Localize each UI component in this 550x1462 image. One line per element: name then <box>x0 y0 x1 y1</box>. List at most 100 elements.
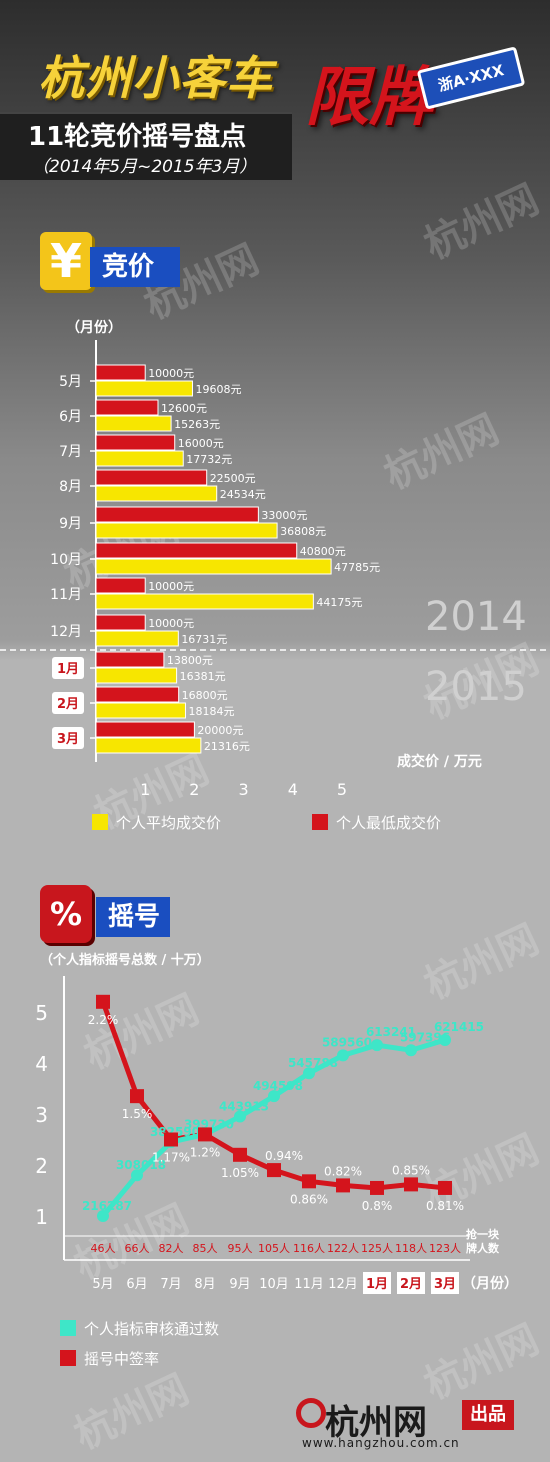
date-range: （2014年5月~2015年3月） <box>32 157 257 177</box>
approved-count-point <box>371 1039 383 1052</box>
lottery-rate-label: 0.8% <box>362 1199 393 1213</box>
min-price-bar <box>95 614 146 631</box>
category-label: 9月 <box>59 516 82 532</box>
min-price-label: 10000元 <box>148 580 194 593</box>
plates-per-car-value: 82人 <box>159 1242 184 1255</box>
min-price-label: 33000元 <box>261 509 307 522</box>
plates-per-car-value: 95人 <box>228 1242 253 1255</box>
legend-label-rate: 摇号中签率 <box>84 1350 159 1368</box>
hangzhou-logo-icon <box>296 1398 326 1428</box>
y-axis-title: （月份） <box>66 319 122 336</box>
y-axis-title: （个人指标摇号总数 / 十万） <box>40 952 210 968</box>
min-price-label: 16800元 <box>182 689 228 702</box>
category-label: 2月 <box>400 1277 422 1292</box>
plates-per-car-value: 116人 <box>293 1242 325 1255</box>
avg-price-label: 15263元 <box>174 418 220 431</box>
min-price-bar <box>95 469 208 486</box>
category-highlight-box <box>52 657 84 679</box>
category-highlight-box <box>431 1272 459 1294</box>
lottery-rate-label: 0.86% <box>290 1192 328 1206</box>
category-label: 5月 <box>92 1277 113 1292</box>
y-tick-label: 1 <box>35 1205 48 1229</box>
subtitle: 11轮竞价摇号盘点 <box>28 122 247 152</box>
title-limit: 限牌 <box>305 61 433 135</box>
legend-swatch-approved <box>60 1320 76 1336</box>
approved-count-point <box>303 1067 315 1080</box>
min-price-label: 13800元 <box>167 654 213 667</box>
avg-price-bar <box>95 415 172 432</box>
x-tick-label: 3 <box>239 780 249 799</box>
lottery-rate-label: 2.2% <box>88 1013 119 1027</box>
avg-price-label: 24534元 <box>220 488 266 501</box>
avg-price-label: 19608元 <box>195 383 241 396</box>
plates-per-car-value: 123人 <box>429 1242 461 1255</box>
lottery-rate-label: 1.5% <box>122 1107 153 1121</box>
category-label: 11月 <box>50 587 82 603</box>
approved-count-point <box>268 1090 280 1103</box>
avg-price-bar <box>95 667 178 684</box>
category-label: 6月 <box>59 409 82 425</box>
yen-icon: ¥ <box>40 232 92 290</box>
footer-badge: 出品 <box>462 1400 514 1430</box>
lottery-rate-label: 0.82% <box>324 1164 362 1178</box>
approved-count-point <box>234 1110 246 1123</box>
plates-per-car-value: 85人 <box>193 1242 218 1255</box>
lottery-rate-point <box>370 1180 384 1195</box>
category-label: 1月 <box>57 662 79 677</box>
min-price-bar <box>95 506 259 523</box>
approved-count-label: 399730 <box>184 1117 234 1131</box>
category-label: 7月 <box>59 444 82 460</box>
plates-per-car-title: 牌人数 <box>466 1241 500 1255</box>
legend-label-min: 个人最低成交价 <box>336 814 441 832</box>
category-label: 2月 <box>57 697 79 712</box>
x-tick-label: 1 <box>140 780 150 799</box>
min-price-bar <box>95 577 146 594</box>
section-title-bid: 竞价 <box>90 247 180 287</box>
avg-price-bar <box>95 380 193 397</box>
avg-price-bar <box>95 737 202 754</box>
approved-count-point <box>97 1210 109 1222</box>
lottery-rate-label: 1.2% <box>190 1145 221 1159</box>
footer-url: www.hangzhou.com.cn <box>302 1436 460 1450</box>
approved-count-label: 494598 <box>253 1079 303 1093</box>
year-label-2014: 2014 <box>425 594 527 640</box>
category-label: 9月 <box>229 1277 250 1292</box>
x-axis-title: 成交价 / 万元 <box>397 753 482 770</box>
min-price-label: 20000元 <box>197 724 243 737</box>
approved-count-label: 382590 <box>150 1125 200 1139</box>
legend-swatch-rate <box>60 1350 76 1366</box>
category-highlight-box <box>363 1272 391 1294</box>
approved-count-label: 216287 <box>82 1199 132 1213</box>
avg-price-label: 16381元 <box>180 670 226 683</box>
legend-label-avg: 个人平均成交价 <box>116 814 221 832</box>
lottery-rate-point <box>438 1180 452 1195</box>
plates-per-car-value: 125人 <box>361 1242 393 1255</box>
lottery-rate-label: 0.81% <box>426 1199 464 1213</box>
lottery-line-chart: （个人指标摇号总数 / 十万） 1 2 3 4 5 216287 308018 38259039… <box>35 952 518 1368</box>
x-tick-label: 5 <box>337 780 347 799</box>
min-price-bar <box>95 721 195 738</box>
lottery-rate-point <box>302 1174 316 1189</box>
avg-price-bar <box>95 630 179 647</box>
lottery-rate-point <box>336 1178 350 1193</box>
avg-price-bar <box>95 702 186 719</box>
approved-count-label: 308018 <box>116 1158 166 1172</box>
category-label: 8月 <box>59 479 82 495</box>
lottery-rate-point <box>130 1089 144 1104</box>
lottery-rate-point <box>233 1147 247 1162</box>
category-label: 3月 <box>57 732 79 747</box>
approved-count-label: 443913 <box>219 1100 269 1114</box>
min-price-label: 16000元 <box>178 437 224 450</box>
y-tick-label: 2 <box>35 1154 48 1178</box>
min-price-label: 12600元 <box>161 402 207 415</box>
category-label: 12月 <box>50 624 82 640</box>
category-label: 6月 <box>126 1277 147 1292</box>
category-highlight-box <box>397 1272 425 1294</box>
avg-price-bar <box>95 450 184 467</box>
avg-price-bar <box>95 593 314 610</box>
x-tick-label: 4 <box>288 780 298 799</box>
approved-count-point <box>337 1049 349 1062</box>
approved-count-label: 589560 <box>322 1035 372 1049</box>
category-label: 11月 <box>294 1277 324 1292</box>
